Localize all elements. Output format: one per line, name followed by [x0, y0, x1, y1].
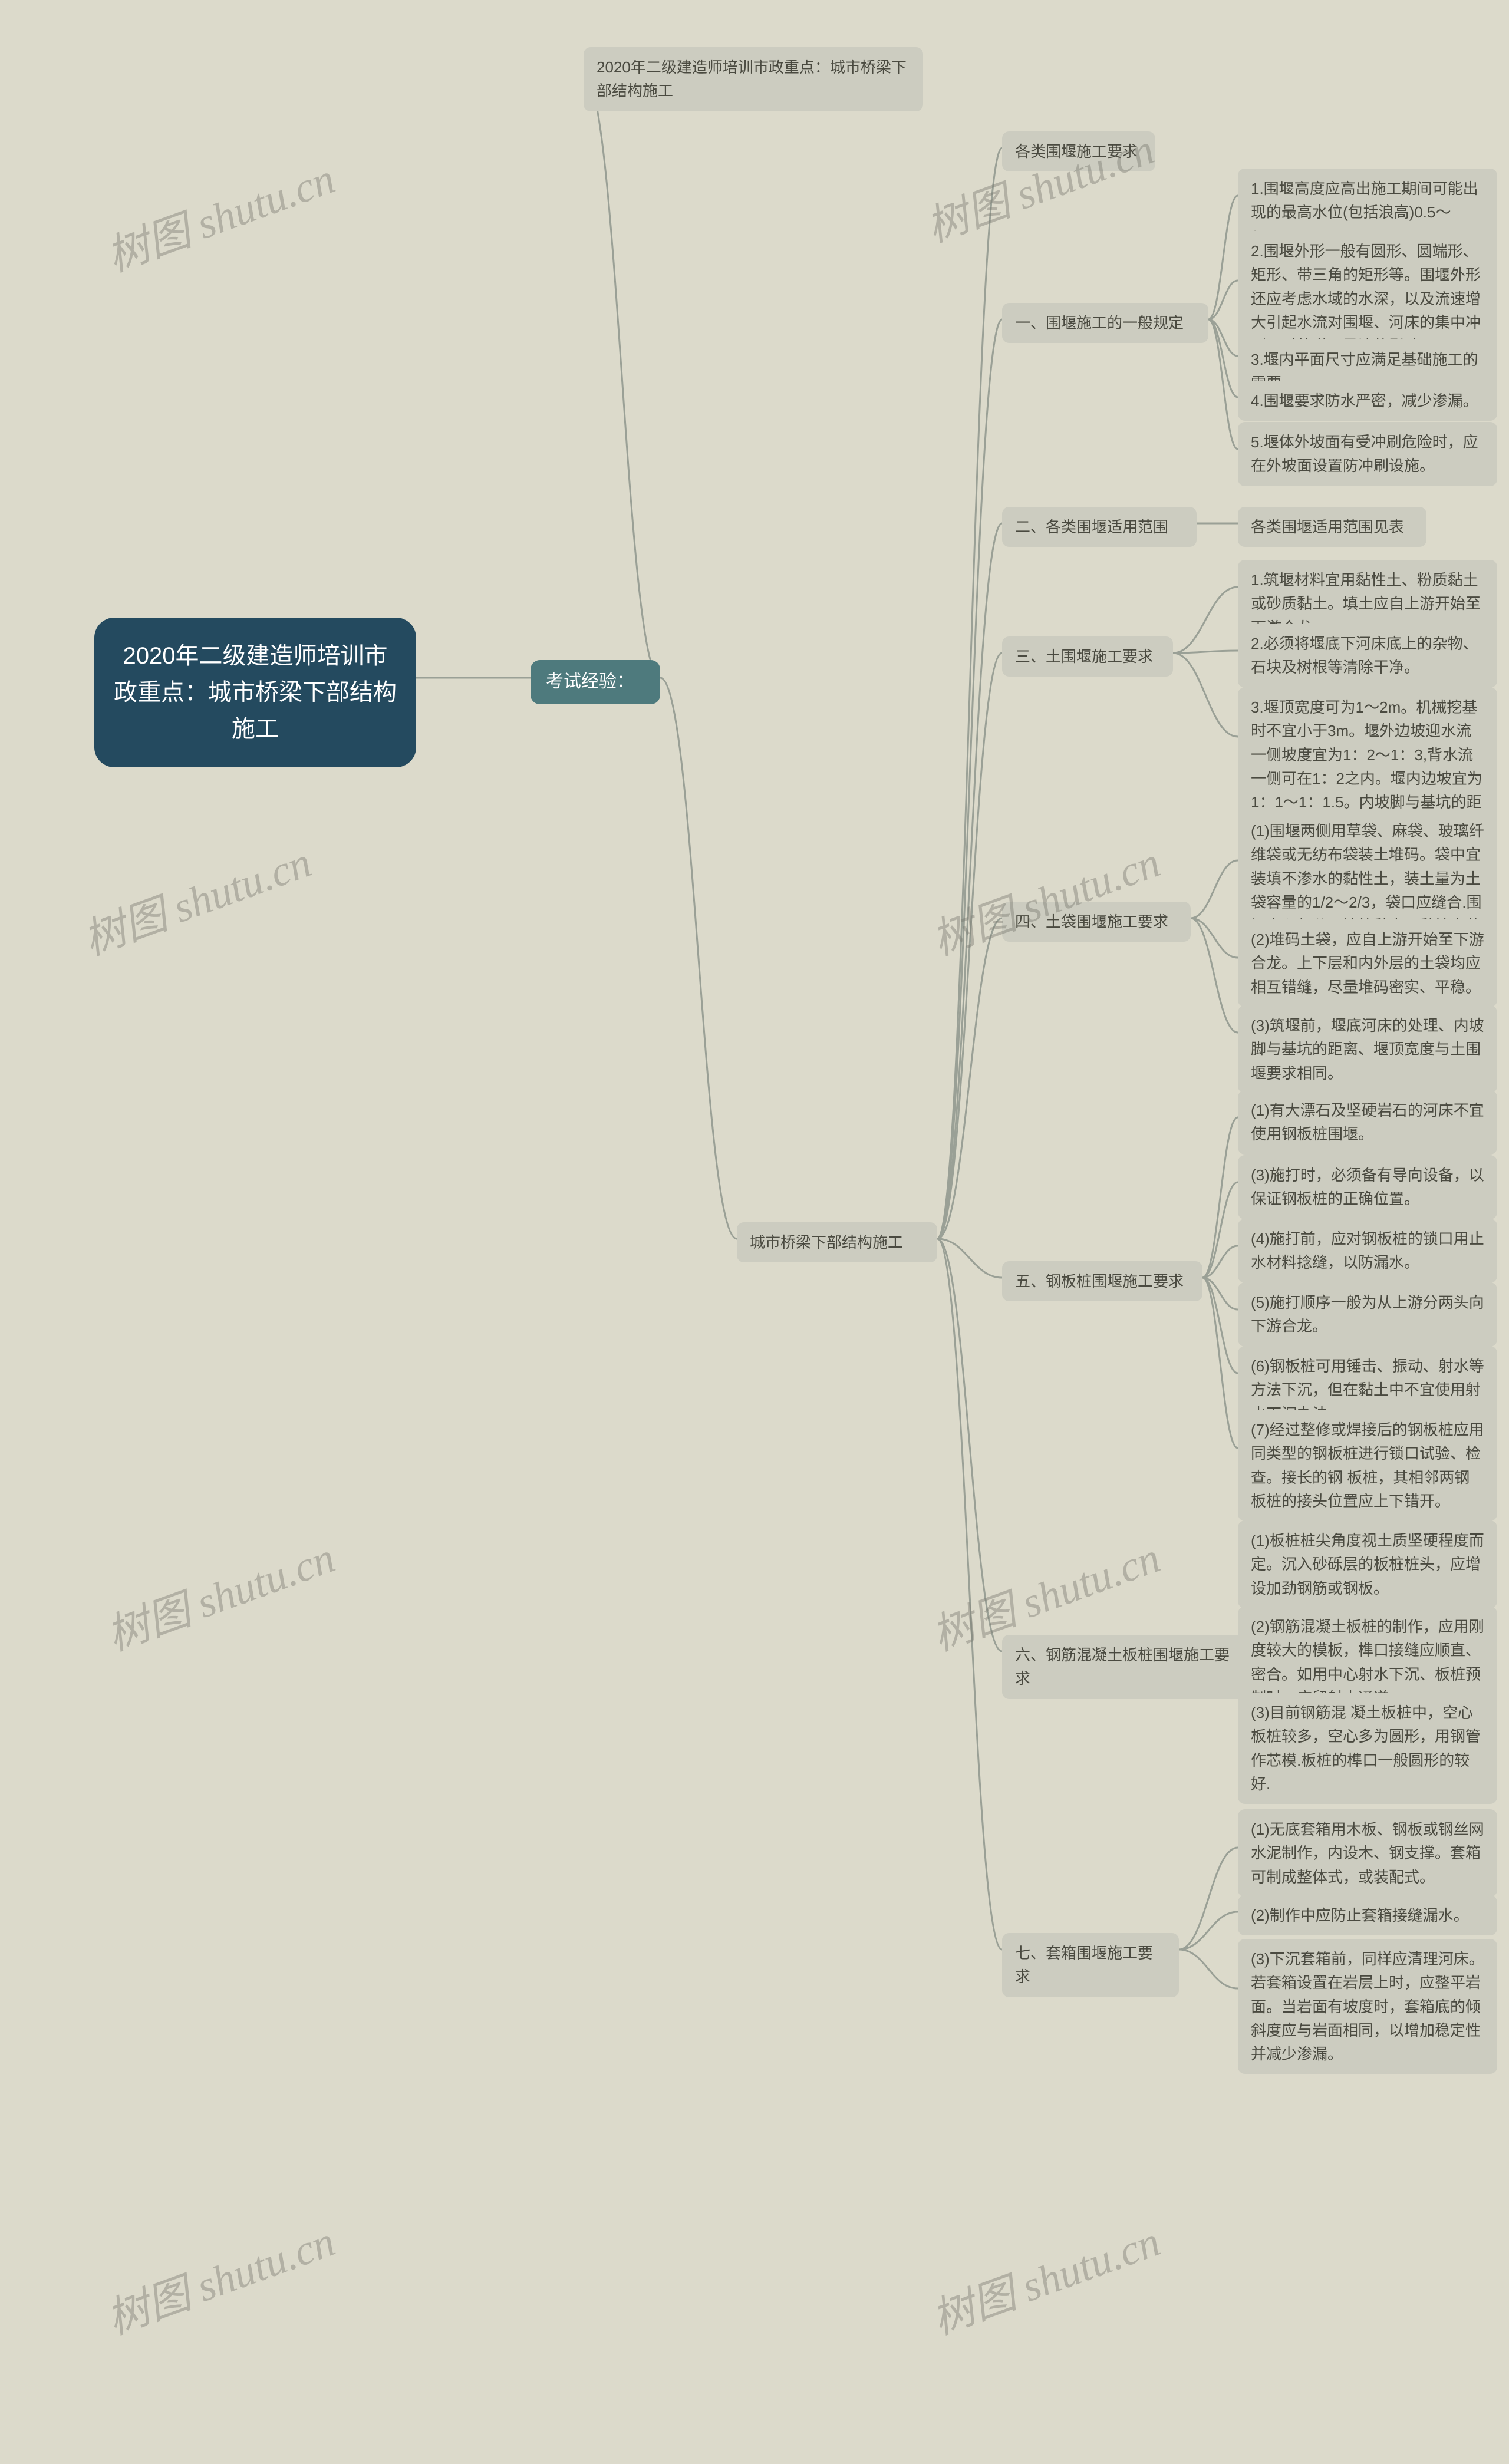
- edge: [1202, 1278, 1238, 1309]
- node-main: 城市桥梁下部结构施工: [737, 1222, 937, 1262]
- edge: [1179, 1912, 1238, 1950]
- node-hub: 考试经验：: [531, 660, 660, 704]
- node-s0: 各类围堰施工要求: [1002, 131, 1155, 171]
- watermark: 树图 shutu.cn: [97, 2206, 342, 2346]
- edge: [1191, 860, 1238, 918]
- edge: [660, 678, 737, 1239]
- node-s6: 六、钢筋混凝土板桩围堰施工要求: [1002, 1635, 1256, 1699]
- node-s5_7: (7)经过整修或焊接后的钢板桩应用同类型的钢板桩进行锁口试验、检查。接长的钢 板…: [1238, 1410, 1497, 1521]
- mindmap-canvas: 2020年二级建造师培训市政重点：城市桥梁下部结构施工考试经验：2020年二级建…: [0, 0, 1509, 2464]
- node-s5_3: (3)施打时，必须备有导向设备，以保证钢板桩的正确位置。: [1238, 1155, 1497, 1219]
- watermark: 树图 shutu.cn: [97, 1523, 342, 1663]
- edge: [937, 918, 1002, 1239]
- edge: [1191, 918, 1238, 1033]
- watermark: 树图 shutu.cn: [73, 827, 318, 967]
- edge: [1202, 1246, 1238, 1278]
- edge: [1208, 281, 1238, 319]
- edge: [1173, 651, 1238, 653]
- edge: [1208, 319, 1238, 397]
- edge: [1191, 918, 1238, 958]
- node-s6_3: (3)目前钢筋混 凝土板桩中，空心板桩较多，空心多为圆形，用钢管作芯模.板桩的榫…: [1238, 1693, 1497, 1804]
- edge: [937, 1239, 1002, 1950]
- edge: [1179, 1950, 1238, 1988]
- node-s4_3: (3)筑堰前，堰底河床的处理、内坡脚与基坑的距离、堰顶宽度与土围堰要求相同。: [1238, 1005, 1497, 1093]
- node-s4: 四、土袋围堰施工要求: [1002, 902, 1191, 942]
- node-s4_2: (2)堆码土袋，应自上游开始至下游合龙。上下层和内外层的土袋均应相互错缝，尽量堆…: [1238, 919, 1497, 1007]
- node-s1_4: 4.围堰要求防水严密，减少渗漏。: [1238, 381, 1497, 421]
- edge: [1208, 196, 1238, 319]
- edge: [937, 148, 1002, 1239]
- node-s7: 七、套箱围堰施工要求: [1002, 1933, 1179, 1997]
- node-top: 2020年二级建造师培训市政重点：城市桥梁下部结构施工: [584, 47, 923, 111]
- watermark: 树图 shutu.cn: [97, 144, 342, 283]
- edge: [584, 74, 660, 678]
- node-s1_5: 5.堰体外坡面有受冲刷危险时，应在外坡面设置防冲刷设施。: [1238, 422, 1497, 486]
- node-s3_2: 2.必须将堰底下河床底上的杂物、石块及树根等清除干净。: [1238, 624, 1497, 688]
- edge: [1173, 653, 1238, 737]
- node-s5_1: (1)有大漂石及坚硬岩石的河床不宜使用钢板桩围堰。: [1238, 1090, 1497, 1155]
- node-s7_2: (2)制作中应防止套箱接缝漏水。: [1238, 1895, 1497, 1935]
- node-root: 2020年二级建造师培训市政重点：城市桥梁下部结构施工: [94, 618, 416, 767]
- node-s5: 五、钢板桩围堰施工要求: [1002, 1261, 1202, 1301]
- node-s3: 三、土围堰施工要求: [1002, 636, 1173, 677]
- watermark: 树图 shutu.cn: [922, 2206, 1167, 2346]
- node-s6_1: (1)板桩桩尖角度视土质坚硬程度而定。沉入砂砾层的板桩桩头，应增设加劲钢筋或钢板…: [1238, 1520, 1497, 1608]
- node-s5_5: (5)施打顺序一般为从上游分两头向下游合龙。: [1238, 1282, 1497, 1347]
- node-s2_1: 各类围堰适用范围见表: [1238, 507, 1426, 547]
- edge: [1173, 587, 1238, 653]
- edge: [1179, 1848, 1238, 1950]
- node-s5_4: (4)施打前，应对钢板桩的锁口用止水材料捻缝，以防漏水。: [1238, 1219, 1497, 1283]
- node-s1: 一、围堰施工的一般规定: [1002, 303, 1208, 343]
- edge: [937, 653, 1002, 1239]
- edge: [1202, 1278, 1238, 1373]
- node-s7_3: (3)下沉套箱前，同样应清理河床。若套箱设置在岩层上时，应整平岩面。当岩面有坡度…: [1238, 1939, 1497, 2074]
- edge: [937, 1239, 1002, 1651]
- edge: [1202, 1182, 1238, 1278]
- edge: [1202, 1117, 1238, 1278]
- edge: [1208, 319, 1238, 449]
- edge: [1208, 319, 1238, 356]
- node-s7_1: (1)无底套箱用木板、钢板或钢丝网水泥制作，内设木、钢支撑。套箱可制成整体式，或…: [1238, 1809, 1497, 1897]
- edge: [937, 1239, 1002, 1278]
- node-s2: 二、各类围堰适用范围: [1002, 507, 1197, 547]
- watermark: 树图 shutu.cn: [922, 827, 1167, 967]
- edge: [1202, 1278, 1238, 1448]
- edge: [937, 523, 1002, 1239]
- edge: [937, 319, 1002, 1239]
